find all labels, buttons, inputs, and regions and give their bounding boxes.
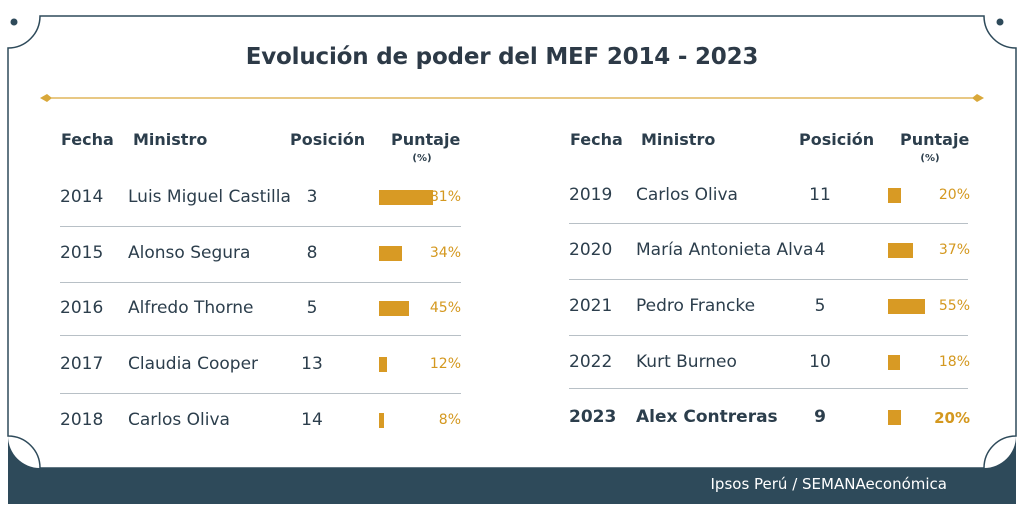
row-fecha: 2018 bbox=[60, 410, 104, 430]
row-ministro: Luis Miguel Castilla bbox=[128, 187, 291, 207]
row-ministro: Carlos Oliva bbox=[128, 410, 230, 430]
footer-band bbox=[8, 436, 1016, 504]
row-ministro: Pedro Francke bbox=[636, 296, 756, 316]
row-ministro: María Antonieta Alva bbox=[636, 240, 814, 260]
header-puntaje: Puntaje bbox=[900, 130, 970, 149]
row-posicion: 13 bbox=[301, 354, 323, 374]
row-posicion: 10 bbox=[809, 352, 831, 372]
score-bar bbox=[379, 190, 434, 205]
source-credit: Ipsos Perú / SEMANAeconómica bbox=[710, 475, 948, 493]
row-posicion: 3 bbox=[306, 187, 318, 207]
row-ministro: Carlos Oliva bbox=[636, 185, 738, 205]
row-ministro: Alonso Segura bbox=[128, 243, 251, 263]
rule-ornament-left bbox=[40, 94, 52, 102]
score-bar bbox=[379, 246, 402, 261]
row-fecha: 2017 bbox=[60, 354, 104, 374]
score-bar bbox=[888, 355, 901, 370]
corner-dot bbox=[10, 18, 18, 26]
header-ministro: Ministro bbox=[133, 130, 208, 149]
header-fecha: Fecha bbox=[570, 130, 623, 149]
header-posicion: Posición bbox=[799, 130, 875, 149]
row-divider bbox=[569, 335, 968, 336]
row-posicion: 8 bbox=[306, 243, 318, 263]
row-puntaje-label: 8% bbox=[438, 412, 461, 428]
row-fecha: 2020 bbox=[569, 240, 613, 260]
row-fecha: 2019 bbox=[569, 185, 613, 205]
row-puntaje-label: 12% bbox=[429, 356, 461, 372]
header-fecha: Fecha bbox=[61, 130, 114, 149]
row-divider bbox=[60, 335, 461, 336]
row-ministro: Kurt Burneo bbox=[636, 352, 737, 372]
row-divider bbox=[60, 393, 461, 394]
chart-title: Evolución de poder del MEF 2014 - 2023 bbox=[245, 44, 759, 70]
row-divider bbox=[60, 282, 461, 283]
row-puntaje-label: 20% bbox=[934, 409, 970, 427]
row-ministro: Alfredo Thorne bbox=[128, 298, 254, 318]
row-fecha: 2023 bbox=[569, 407, 617, 427]
row-divider bbox=[569, 223, 968, 224]
row-puntaje-label: 55% bbox=[938, 298, 970, 314]
row-fecha: 2015 bbox=[60, 243, 104, 263]
row-posicion: 4 bbox=[814, 240, 826, 260]
score-bar bbox=[379, 301, 410, 316]
score-bar bbox=[379, 357, 388, 372]
header-puntaje-unit: (%) bbox=[920, 153, 940, 164]
row-divider bbox=[569, 279, 968, 280]
row-puntaje-label: 18% bbox=[938, 354, 970, 370]
score-bar bbox=[888, 188, 902, 203]
row-puntaje-label: 81% bbox=[429, 189, 461, 205]
row-posicion: 5 bbox=[306, 298, 318, 318]
score-bar bbox=[888, 243, 913, 258]
score-bar bbox=[888, 410, 902, 425]
header-puntaje: Puntaje bbox=[391, 130, 461, 149]
row-puntaje-label: 20% bbox=[938, 187, 970, 203]
row-posicion: 14 bbox=[301, 410, 323, 430]
row-puntaje-label: 37% bbox=[938, 242, 970, 258]
rule-ornament-right bbox=[972, 94, 984, 102]
row-fecha: 2021 bbox=[569, 296, 613, 316]
corner-dot bbox=[996, 18, 1004, 26]
header-puntaje-unit: (%) bbox=[412, 153, 432, 164]
row-ministro: Alex Contreras bbox=[636, 407, 778, 427]
row-posicion: 5 bbox=[814, 296, 826, 316]
row-ministro: Claudia Cooper bbox=[128, 354, 259, 374]
row-posicion: 11 bbox=[809, 185, 831, 205]
header-ministro: Ministro bbox=[641, 130, 716, 149]
row-fecha: 2016 bbox=[60, 298, 104, 318]
row-fecha: 2014 bbox=[60, 187, 104, 207]
score-bar bbox=[379, 413, 385, 428]
header-posicion: Posición bbox=[290, 130, 366, 149]
row-divider bbox=[569, 388, 968, 389]
row-fecha: 2022 bbox=[569, 352, 613, 372]
score-bar bbox=[888, 299, 925, 314]
row-posicion: 9 bbox=[814, 407, 826, 427]
row-divider bbox=[60, 226, 461, 227]
frame-outline bbox=[7, 15, 1017, 469]
row-puntaje-label: 34% bbox=[429, 245, 461, 261]
row-puntaje-label: 45% bbox=[429, 300, 461, 316]
